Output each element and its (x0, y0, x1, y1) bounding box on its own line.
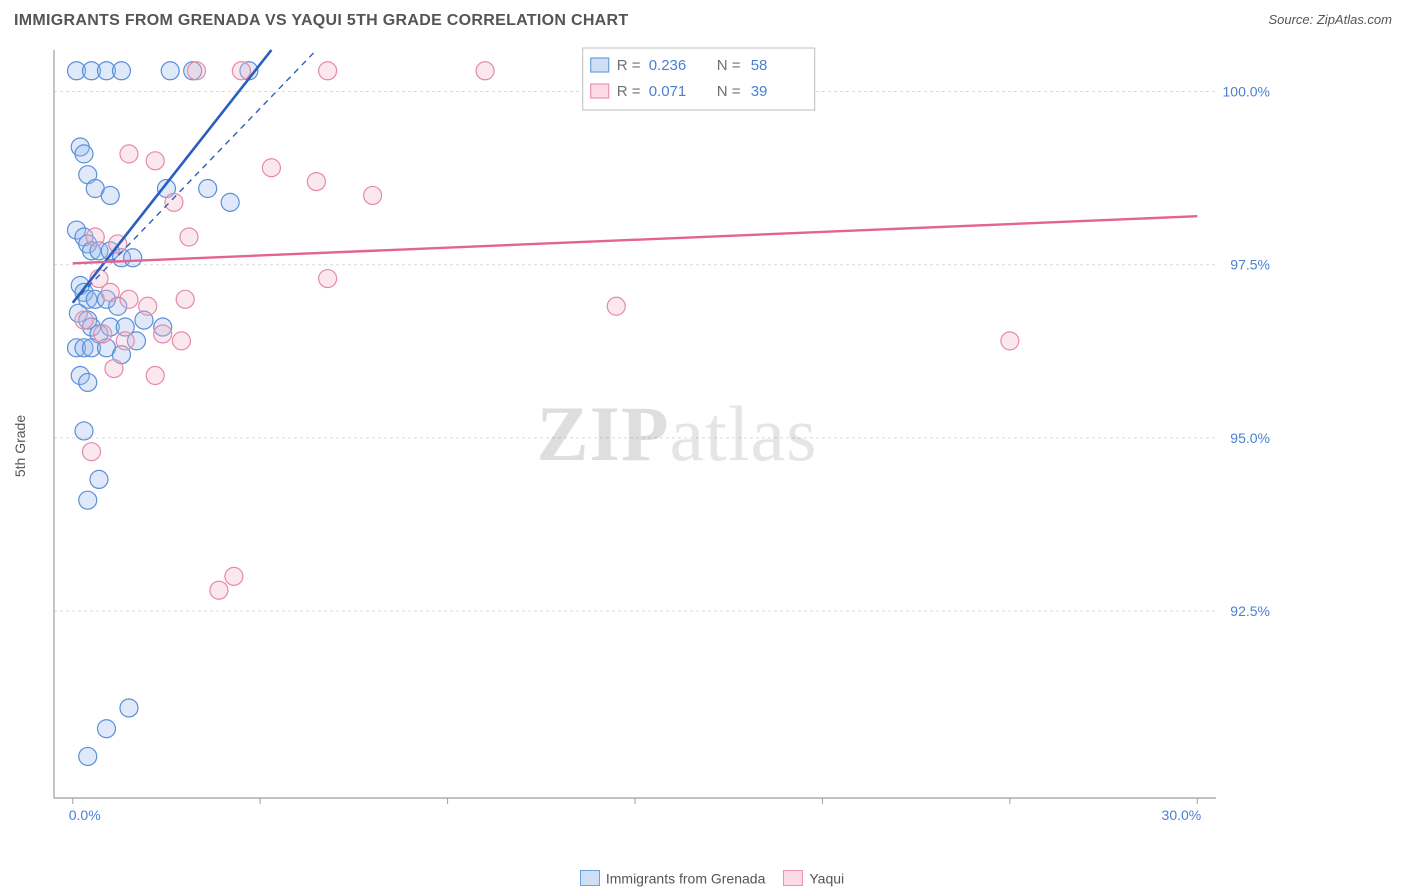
legend-swatch (783, 870, 803, 886)
data-point (1001, 332, 1019, 350)
data-point (172, 332, 190, 350)
stats-n-value: 39 (751, 83, 768, 100)
stats-r-label: R = (617, 57, 641, 74)
data-point (161, 62, 179, 80)
data-point (82, 443, 100, 461)
data-point (94, 325, 112, 343)
stats-n-label: N = (717, 57, 741, 74)
data-point (262, 159, 280, 177)
y-axis-label: 5th Grade (12, 415, 28, 477)
data-point (101, 186, 119, 204)
data-point (221, 193, 239, 211)
legend-swatch (591, 84, 609, 98)
data-point (225, 567, 243, 585)
data-point (86, 228, 104, 246)
svg-text:92.5%: 92.5% (1230, 603, 1270, 619)
source-value: ZipAtlas.com (1317, 12, 1392, 27)
svg-text:97.5%: 97.5% (1230, 257, 1270, 273)
bottom-legend: Immigrants from Grenada Yaqui (0, 869, 1406, 886)
data-point (187, 62, 205, 80)
stats-r-value: 0.236 (649, 57, 687, 74)
legend-swatch (580, 870, 600, 886)
data-point (75, 422, 93, 440)
svg-text:0.0%: 0.0% (69, 807, 101, 823)
data-point (146, 367, 164, 385)
svg-text:95.0%: 95.0% (1230, 430, 1270, 446)
data-point (120, 290, 138, 308)
chart-title: IMMIGRANTS FROM GRENADA VS YAQUI 5TH GRA… (14, 12, 628, 29)
data-point (319, 62, 337, 80)
data-point (165, 193, 183, 211)
stats-r-label: R = (617, 83, 641, 100)
chart-area: 92.5% 95.0% 97.5% 100.0% 0.0% 30.0% R = 0.236 N … (48, 44, 1306, 824)
data-point (112, 62, 130, 80)
data-point (124, 249, 142, 267)
data-point (105, 360, 123, 378)
data-point (307, 173, 325, 191)
legend-label: Yaqui (809, 870, 844, 886)
data-point (97, 720, 115, 738)
data-point (139, 297, 157, 315)
data-point (75, 145, 93, 163)
data-point (116, 332, 134, 350)
data-point (120, 145, 138, 163)
data-point (476, 62, 494, 80)
data-point (232, 62, 250, 80)
data-point (210, 581, 228, 599)
data-point (79, 491, 97, 509)
stats-n-value: 58 (751, 57, 768, 74)
stats-r-value: 0.071 (649, 83, 687, 100)
data-point (364, 186, 382, 204)
svg-text:100.0%: 100.0% (1223, 84, 1270, 100)
data-point (607, 297, 625, 315)
source-label: Source: ZipAtlas.com (1268, 12, 1392, 27)
data-point (90, 470, 108, 488)
trendline (73, 216, 1198, 263)
data-point (101, 283, 119, 301)
legend-label: Immigrants from Grenada (606, 870, 766, 886)
scatter-chart: 92.5% 95.0% 97.5% 100.0% 0.0% 30.0% R = 0.236 N … (48, 44, 1306, 824)
data-point (199, 180, 217, 198)
data-point (79, 747, 97, 765)
stats-n-label: N = (717, 83, 741, 100)
data-point (120, 699, 138, 717)
data-point (75, 311, 93, 329)
data-point (176, 290, 194, 308)
data-point (180, 228, 198, 246)
source-prefix: Source: (1268, 12, 1316, 27)
data-point (79, 373, 97, 391)
data-point (154, 325, 172, 343)
data-point (319, 270, 337, 288)
svg-text:30.0%: 30.0% (1162, 807, 1202, 823)
data-point (146, 152, 164, 170)
legend-swatch (591, 58, 609, 72)
